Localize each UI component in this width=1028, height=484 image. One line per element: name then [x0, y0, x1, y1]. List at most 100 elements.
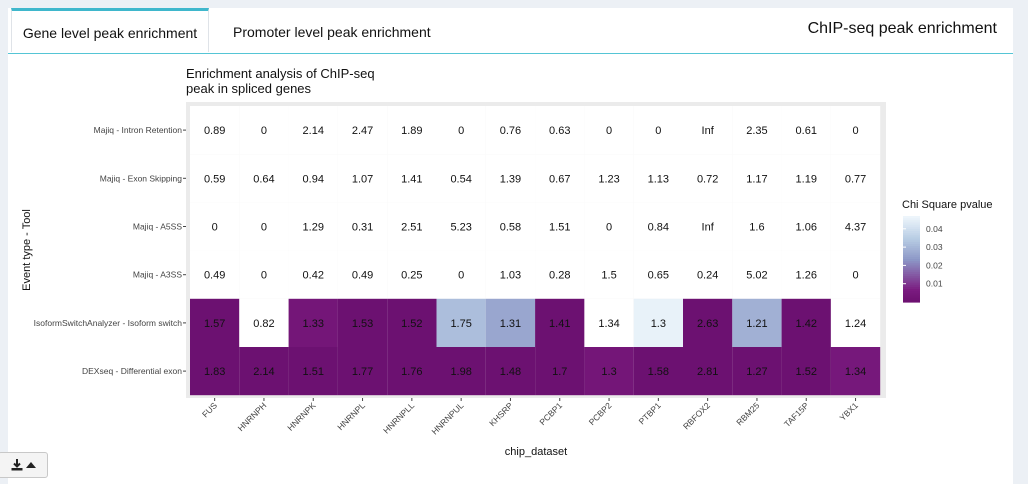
cell-label: 1.52 — [796, 366, 817, 378]
cell-label: 1.3 — [601, 366, 616, 378]
legend-color-step — [903, 237, 920, 241]
heatmap-cell — [288, 106, 338, 155]
cell-label: 0.76 — [500, 125, 521, 137]
cell-label: 1.6 — [749, 222, 764, 234]
legend-color-step — [903, 280, 920, 284]
heatmap-cell — [535, 250, 585, 299]
heatmap-cell — [633, 250, 683, 299]
cell-label: 0 — [606, 125, 612, 137]
tab-promoter-level[interactable]: Promoter level peak enrichment — [233, 24, 431, 40]
download-button[interactable] — [0, 452, 48, 478]
heatmap-cell — [584, 106, 634, 155]
cell-label: 1.34 — [598, 318, 619, 330]
heatmap-cell — [584, 250, 634, 299]
heatmap-cell — [190, 202, 240, 251]
heatmap-cell — [485, 250, 536, 299]
cell-label: 1.98 — [450, 366, 471, 378]
heatmap-cell — [633, 106, 683, 155]
legend-tick-label: 0.01 — [926, 279, 943, 289]
legend-color-step — [903, 286, 920, 290]
heatmap-cell — [535, 202, 585, 251]
legend-color-step — [903, 284, 920, 288]
cell-label: 0 — [212, 222, 218, 234]
cell-label: 0.61 — [796, 125, 817, 137]
heatmap-cell — [387, 298, 437, 347]
tab-gene-level[interactable]: Gene level peak enrichment — [11, 8, 209, 52]
legend-color-step — [903, 243, 920, 247]
legend-color-step — [903, 250, 920, 254]
legend-color-step — [903, 282, 920, 286]
cell-label: 0.49 — [352, 270, 373, 282]
heatmap-cell — [830, 347, 881, 396]
cell-label: 2.81 — [697, 366, 718, 378]
cell-label: 5.23 — [450, 222, 471, 234]
heatmap-cell — [732, 347, 782, 396]
cell-label: Inf — [702, 222, 715, 234]
cell-label: 1.57 — [204, 318, 225, 330]
cell-label: 0 — [261, 222, 267, 234]
cell-label: 2.47 — [352, 125, 373, 137]
cell-label: 0 — [261, 125, 267, 137]
legend-color-step — [903, 289, 920, 292]
heatmap-cell — [190, 154, 240, 203]
heatmap-cell — [436, 106, 486, 155]
legend-color-step — [903, 248, 920, 251]
heatmap-cell — [683, 298, 733, 347]
cell-label: 1.51 — [549, 222, 570, 234]
legend-color-step — [903, 269, 920, 273]
heatmap-cell — [485, 202, 536, 251]
y-tick-label: Majiq - Exon Skipping — [100, 173, 182, 183]
heatmap-cell — [830, 154, 881, 203]
chart-title: peak in spliced genes — [186, 81, 312, 96]
x-tick-label: HNRNPLL — [381, 400, 416, 435]
legend-color-step — [903, 295, 920, 299]
heatmap-cell — [633, 347, 683, 396]
cell-label: 0 — [458, 125, 464, 137]
legend-color-step — [903, 276, 920, 279]
legend-color-step — [903, 291, 920, 294]
cell-label: 0.65 — [648, 270, 669, 282]
legend-color-step — [903, 228, 920, 232]
heatmap-cell — [535, 347, 585, 396]
heatmap-cell — [239, 298, 289, 347]
heatmap-cell — [535, 298, 585, 347]
x-tick-label: KHSRP — [487, 400, 515, 428]
cell-label: 0.89 — [204, 125, 225, 137]
heatmap-cell — [337, 298, 388, 347]
legend-color-step — [903, 265, 920, 269]
cell-label: 1.06 — [796, 222, 817, 234]
heatmap-cell — [337, 347, 388, 396]
cell-label: 0.59 — [204, 173, 225, 185]
legend-color-step — [903, 254, 920, 258]
heatmap-cell — [288, 347, 338, 396]
cell-label: 0.64 — [253, 173, 274, 185]
heatmap-cell — [485, 298, 536, 347]
cell-label: 2.14 — [303, 125, 324, 137]
heatmap-cell — [239, 154, 289, 203]
y-tick-label: DEXseq - Differential exon — [82, 366, 182, 376]
legend-color-step — [903, 235, 920, 239]
heatmap-cell — [781, 202, 831, 251]
legend-color-step — [903, 233, 920, 236]
cell-label: 1.39 — [500, 173, 521, 185]
cell-label: 1.23 — [598, 173, 619, 185]
legend-color-step — [903, 256, 920, 260]
y-tick-label: Majiq - A3SS — [133, 270, 182, 280]
heatmap-cell — [239, 106, 289, 155]
cell-label: 1.76 — [401, 366, 422, 378]
cell-label: 0 — [852, 270, 858, 282]
cell-label: 4.37 — [845, 222, 866, 234]
cell-label: 1.13 — [648, 173, 669, 185]
heatmap-cell — [732, 250, 782, 299]
heatmap-cell — [485, 154, 536, 203]
heatmap-cell — [535, 154, 585, 203]
cell-label: 1.48 — [500, 366, 521, 378]
cell-label: 1.41 — [549, 318, 570, 330]
heatmap-cell — [830, 298, 881, 347]
cell-label: 0 — [852, 125, 858, 137]
legend-color-step — [903, 297, 920, 301]
legend-color-step — [903, 246, 920, 249]
cell-label: 1.7 — [552, 366, 567, 378]
x-tick-label: HNRNPK — [285, 400, 318, 433]
heatmap-cell — [781, 250, 831, 299]
